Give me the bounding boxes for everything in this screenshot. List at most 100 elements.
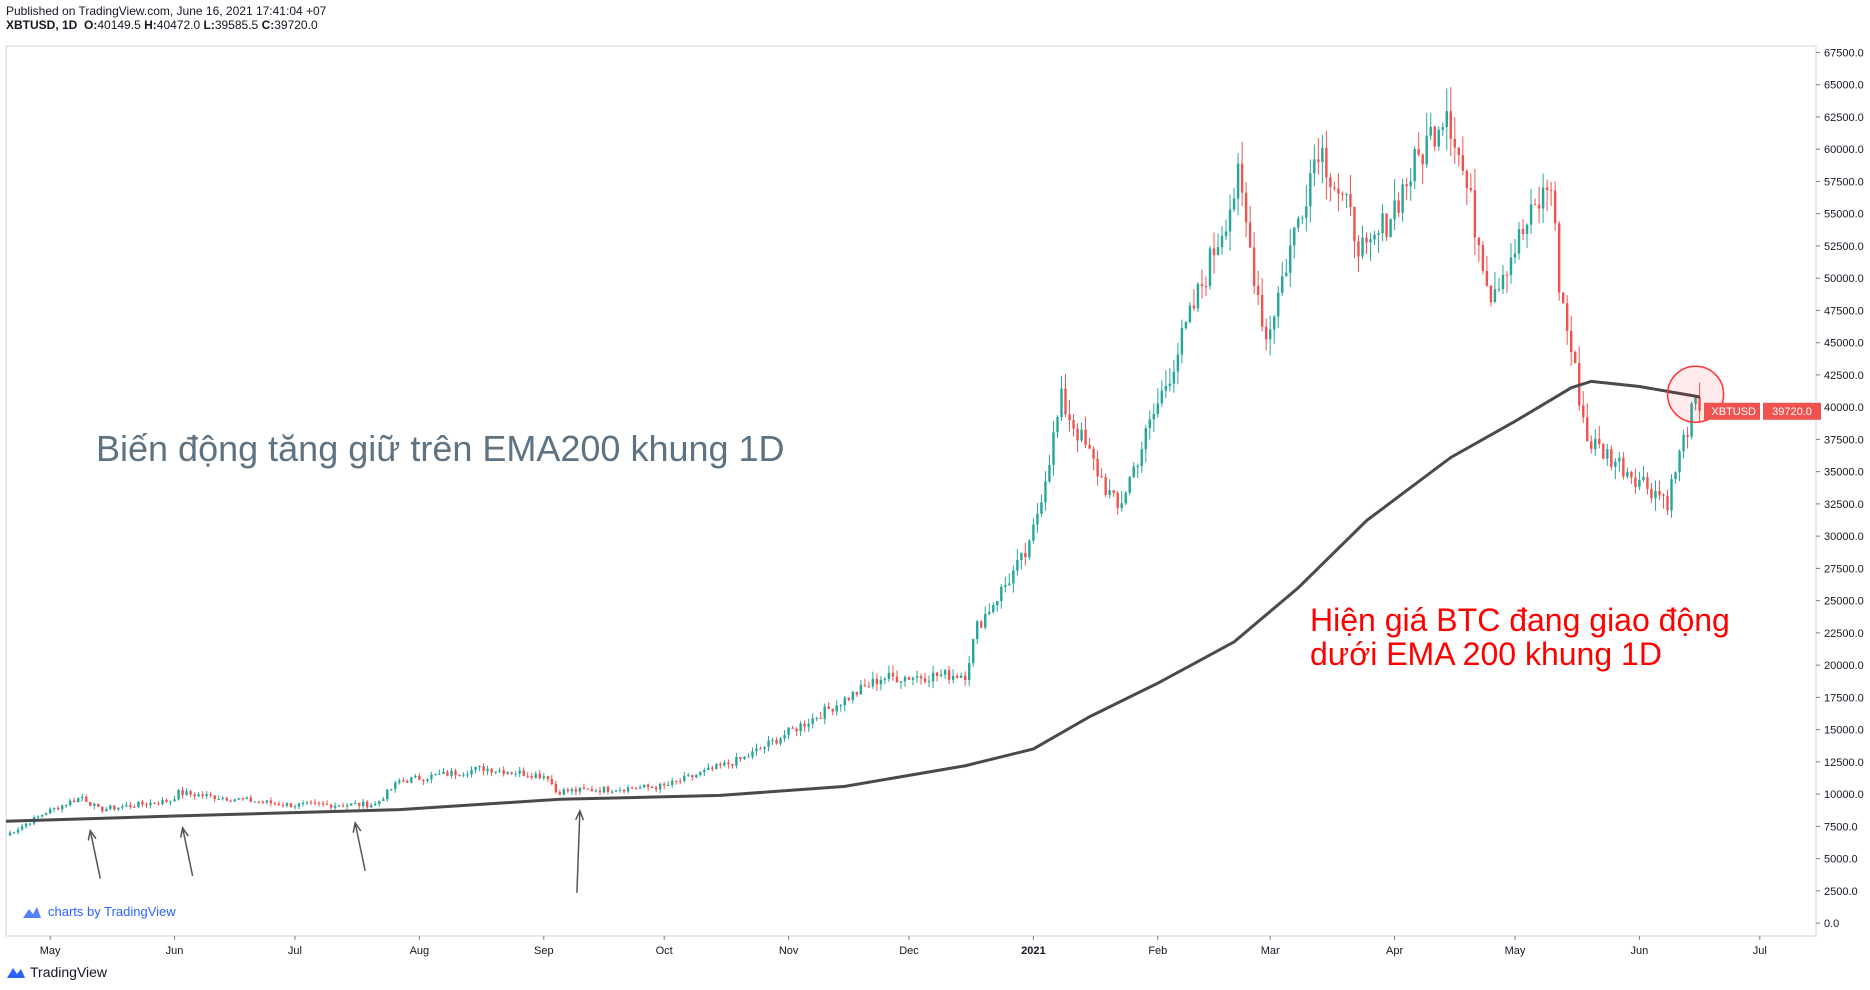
candle-body (1204, 286, 1208, 288)
low-label: L: (203, 18, 215, 32)
candle-body (1144, 428, 1147, 450)
candle-body (1586, 417, 1589, 442)
candle-body (410, 777, 413, 783)
candle-body (1188, 305, 1192, 323)
candle-body (418, 775, 421, 780)
candle-body (329, 804, 333, 808)
candle-body (93, 803, 96, 806)
candle-body (1341, 193, 1344, 195)
candle-body (1124, 492, 1127, 504)
candle-body (642, 784, 646, 788)
candle-body (1116, 492, 1119, 509)
candle-body (1313, 159, 1316, 174)
candle-body (1541, 187, 1545, 209)
candle-body (1357, 241, 1360, 257)
candle-body (1100, 476, 1103, 478)
candle-body (1068, 414, 1071, 421)
candle-body (546, 776, 549, 779)
candle-body (345, 805, 349, 807)
candle-body (217, 798, 220, 800)
candle-body (683, 775, 686, 781)
candle-body (357, 803, 361, 806)
candle-body (980, 621, 983, 628)
candle-body (602, 786, 606, 793)
candle-body (149, 802, 152, 806)
candle-body (137, 801, 140, 808)
candle-body (1132, 466, 1135, 478)
candle-body (839, 705, 842, 707)
candle-body (261, 801, 265, 803)
candle-body (574, 789, 578, 792)
y-tick-label: 42500.0 (1824, 370, 1864, 382)
candle-body (1674, 472, 1677, 480)
candle-body (89, 801, 92, 806)
candle-body (426, 779, 429, 781)
candle-body (976, 621, 979, 640)
candle-body (662, 783, 666, 786)
candle-body (1264, 326, 1268, 340)
y-tick-label: 62500.0 (1824, 112, 1864, 124)
candle-body (161, 799, 164, 805)
candle-body (666, 784, 670, 786)
candle-body (1200, 284, 1204, 287)
candle-body (506, 772, 509, 775)
candle-body (959, 675, 963, 678)
annotation-current-line1: Hiện giá BTC đang giao động (1310, 602, 1730, 638)
candle-body (791, 727, 794, 729)
candle-body (711, 767, 714, 770)
symbol-timeframe: XBTUSD, 1D (6, 18, 78, 32)
candle-body (125, 805, 128, 807)
candle-body (947, 670, 951, 680)
candle-body (867, 686, 871, 688)
candle-body (1646, 476, 1649, 489)
candle-body (1337, 188, 1340, 194)
candle-body (859, 685, 863, 695)
candle-body (1477, 237, 1481, 246)
x-tick-label: Jun (166, 945, 184, 957)
candle-body (434, 774, 437, 776)
candle-body (229, 800, 232, 802)
candle-body (1064, 388, 1067, 415)
candle-body (815, 717, 818, 719)
candle-body (386, 789, 389, 800)
candle-body (827, 706, 830, 709)
candle-body (398, 780, 401, 783)
tradingview-watermark[interactable]: charts by TradingView (20, 904, 176, 919)
x-tick-label: May (1505, 945, 1526, 957)
candle-body (883, 678, 887, 680)
candle-body (69, 800, 72, 806)
candle-body (1569, 330, 1573, 353)
candle-body (1028, 540, 1031, 558)
candle-body (1148, 419, 1151, 429)
y-tick-label: 57500.0 (1824, 176, 1864, 188)
candle-body (919, 676, 923, 679)
candle-body (85, 796, 88, 802)
candle-body (1614, 461, 1617, 467)
y-tick-label: 30000.0 (1824, 531, 1864, 543)
candle-body (1140, 449, 1143, 466)
candle-body (638, 787, 642, 789)
support-arrow-head (574, 808, 585, 821)
y-axis: 67500.0 65000.0 62500.0 60000.0 57500.0 55000… (1816, 47, 1864, 930)
candle-body (1293, 227, 1296, 246)
candle-body (691, 775, 694, 778)
candle-body (887, 672, 891, 679)
y-tick-label: 20000.0 (1824, 660, 1864, 672)
annotation-main: Biến động tăng giữ trên EMA200 khung 1D (96, 428, 785, 469)
candle-body (590, 789, 594, 792)
candle-body (988, 612, 991, 614)
candle-body (992, 605, 995, 613)
candle-body (1060, 388, 1063, 418)
candle-body (1120, 503, 1123, 509)
candle-body (77, 798, 80, 803)
candle-body (1152, 414, 1156, 420)
candle-body (967, 663, 971, 680)
candle-body (1389, 219, 1392, 238)
candle-body (675, 780, 678, 782)
candle-body (783, 735, 786, 739)
tradingview-footer-logo[interactable]: TradingView (6, 964, 107, 980)
candle-body (779, 738, 782, 744)
candle-body (406, 780, 409, 783)
candle-body (313, 802, 317, 804)
